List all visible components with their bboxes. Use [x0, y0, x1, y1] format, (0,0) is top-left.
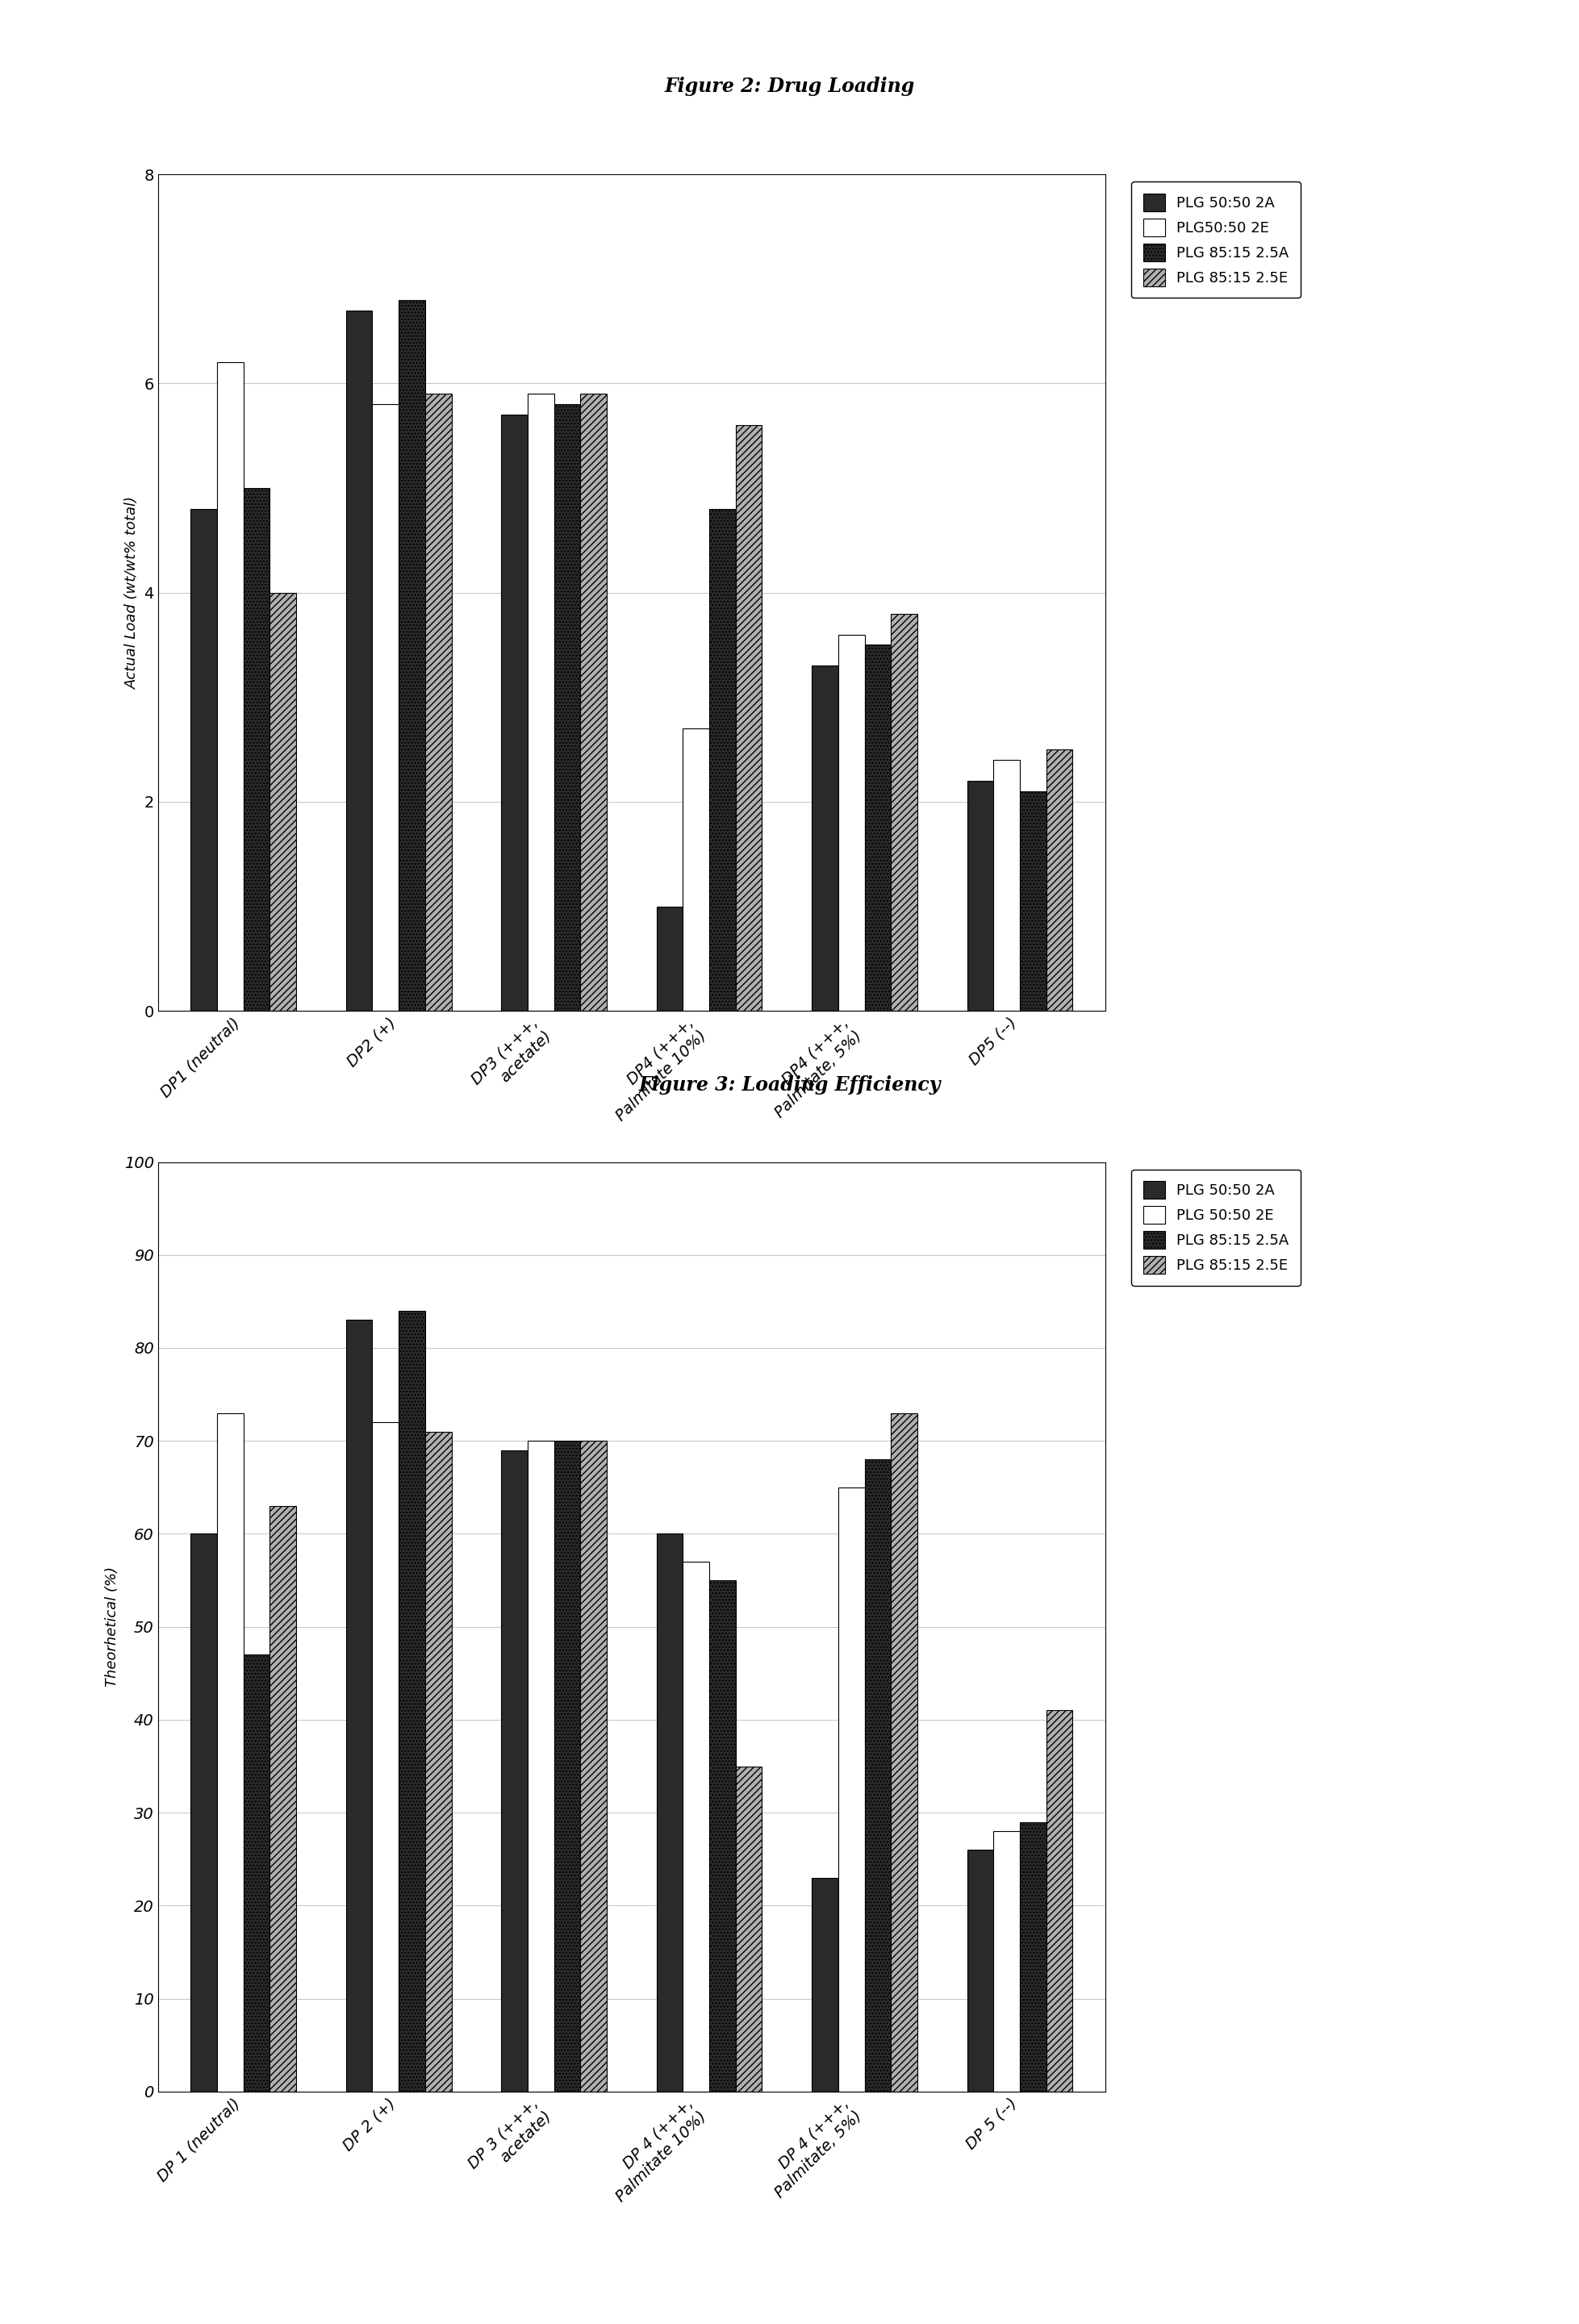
Bar [865, 644, 891, 1011]
Bar [425, 1432, 452, 2092]
Bar [812, 665, 838, 1011]
Bar [581, 395, 606, 1011]
Bar [1047, 748, 1072, 1011]
Bar [993, 1831, 1020, 2092]
Y-axis label: Actual Load (wt/wt% total): Actual Load (wt/wt% total) [125, 497, 139, 688]
Bar [216, 363, 243, 1011]
Bar [1047, 1710, 1072, 2092]
Bar [373, 404, 398, 1011]
Bar [1020, 790, 1047, 1011]
Bar [891, 614, 917, 1011]
Bar [966, 1850, 993, 2092]
Bar [838, 634, 865, 1011]
Bar [709, 1580, 736, 2092]
Bar [682, 1562, 709, 2092]
Bar [425, 395, 452, 1011]
Bar [243, 1655, 270, 2092]
Bar [527, 1441, 554, 2092]
Bar [270, 593, 297, 1011]
Bar [527, 395, 554, 1011]
Bar [346, 1320, 373, 2092]
Bar [501, 416, 527, 1011]
Bar [838, 1487, 865, 2092]
Bar [966, 781, 993, 1011]
Legend: PLG 50:50 2A, PLG50:50 2E, PLG 85:15 2.5A, PLG 85:15 2.5E: PLG 50:50 2A, PLG50:50 2E, PLG 85:15 2.5… [1132, 181, 1301, 297]
Bar [682, 730, 709, 1011]
Bar [891, 1413, 917, 2092]
Bar [554, 404, 581, 1011]
Legend: PLG 50:50 2A, PLG 50:50 2E, PLG 85:15 2.5A, PLG 85:15 2.5E: PLG 50:50 2A, PLG 50:50 2E, PLG 85:15 2.… [1132, 1169, 1301, 1285]
Text: Figure 3: Loading Efficiency: Figure 3: Loading Efficiency [638, 1076, 941, 1095]
Bar [373, 1422, 398, 2092]
Bar [709, 509, 736, 1011]
Bar [1020, 1822, 1047, 2092]
Bar [346, 311, 373, 1011]
Bar [243, 488, 270, 1011]
Bar [581, 1441, 606, 2092]
Bar [736, 425, 763, 1011]
Bar [191, 1534, 216, 2092]
Bar [657, 906, 682, 1011]
Y-axis label: Theorhetical (%): Theorhetical (%) [106, 1566, 120, 1687]
Bar [270, 1506, 297, 2092]
Bar [736, 1766, 763, 2092]
Bar [216, 1413, 243, 2092]
Text: Figure 2: Drug Loading: Figure 2: Drug Loading [665, 77, 914, 95]
Bar [812, 1878, 838, 2092]
Bar [398, 300, 425, 1011]
Bar [501, 1450, 527, 2092]
Bar [993, 760, 1020, 1011]
Bar [865, 1459, 891, 2092]
Bar [657, 1534, 682, 2092]
Bar [191, 509, 216, 1011]
Bar [554, 1441, 581, 2092]
Bar [398, 1311, 425, 2092]
